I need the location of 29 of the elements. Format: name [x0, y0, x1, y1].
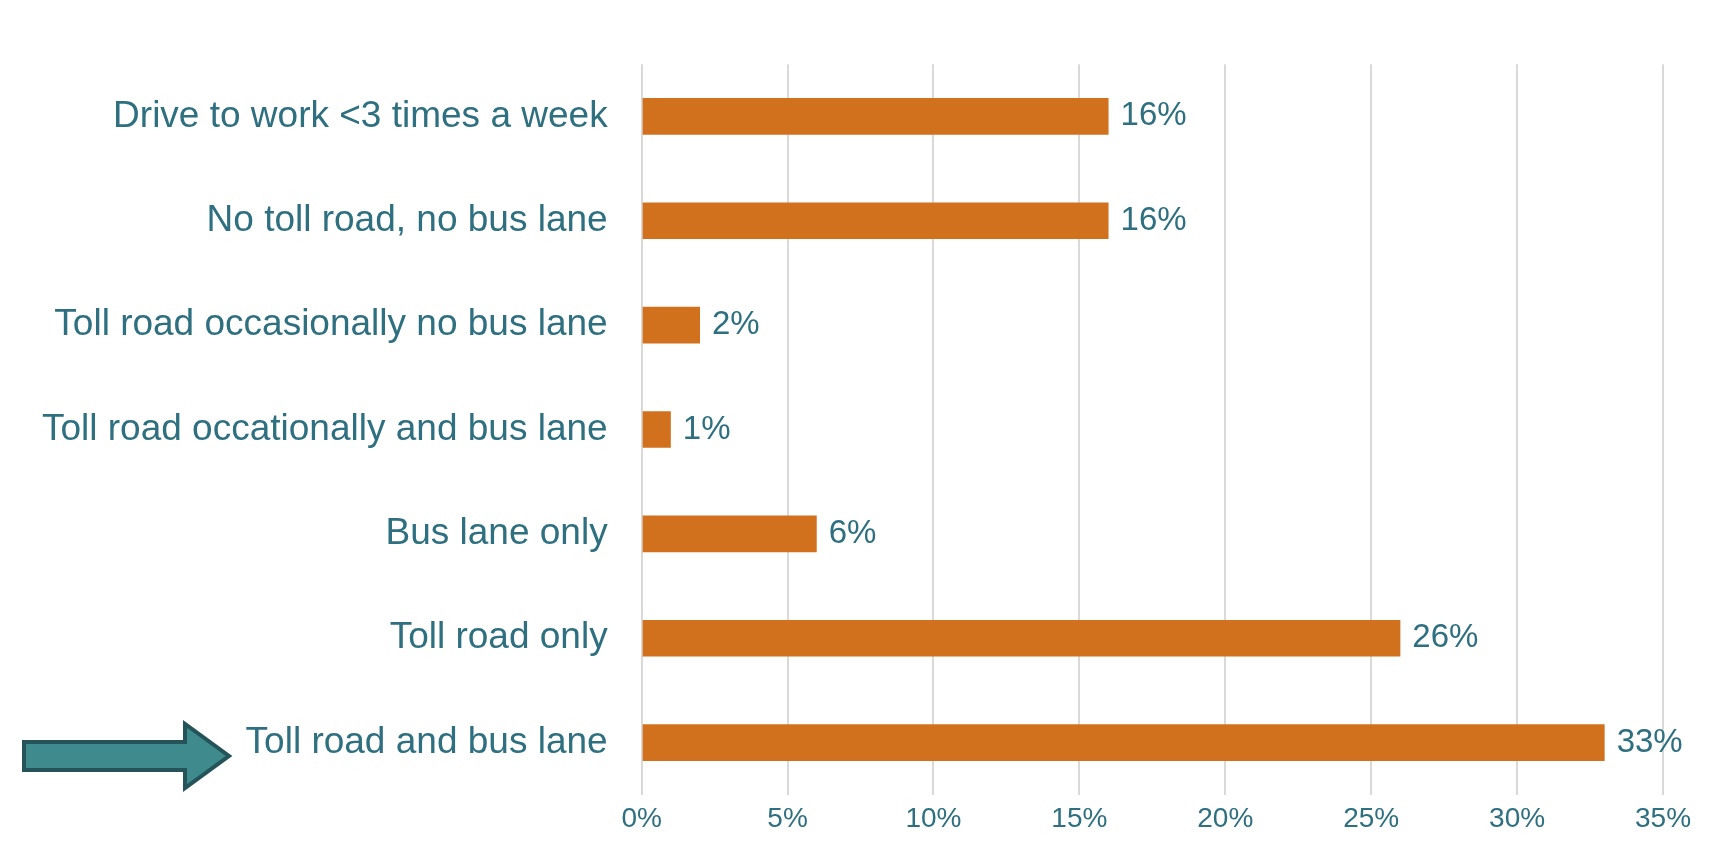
y-tick-label: Drive to work <3 times a week — [113, 93, 609, 135]
bar — [642, 619, 1401, 657]
x-tick-label: 5% — [767, 802, 808, 834]
bar — [642, 202, 1109, 240]
x-tick-label: 0% — [621, 802, 662, 834]
x-tick-label: 20% — [1197, 802, 1254, 834]
data-label: 16% — [1120, 95, 1187, 133]
bar — [642, 98, 1109, 135]
data-label: 16% — [1120, 199, 1187, 237]
data-label: 2% — [712, 304, 760, 342]
y-tick-label: Toll road occationally and bus lane — [41, 406, 608, 448]
bar — [642, 724, 1605, 761]
x-tick-label: 35% — [1634, 802, 1692, 834]
y-tick-label: No toll road, no bus lane — [206, 197, 608, 239]
x-tick-label: 25% — [1343, 802, 1400, 834]
bar — [642, 306, 700, 344]
x-tick-label: 10% — [905, 802, 962, 834]
y-tick-label: Toll road only — [389, 615, 609, 657]
data-label: 26% — [1412, 617, 1479, 655]
data-label: 1% — [682, 408, 731, 446]
data-label: 6% — [828, 512, 877, 550]
y-tick-label: Toll road occasionally no bus lane — [54, 302, 608, 344]
data-label: 33% — [1616, 721, 1683, 759]
bar — [642, 515, 817, 553]
y-tick-label: Bus lane only — [385, 511, 609, 553]
x-tick-label: 30% — [1489, 802, 1546, 834]
y-tick-label: Toll road and bus lane — [245, 719, 608, 761]
x-tick-label: 15% — [1051, 802, 1108, 834]
bar — [642, 411, 671, 448]
